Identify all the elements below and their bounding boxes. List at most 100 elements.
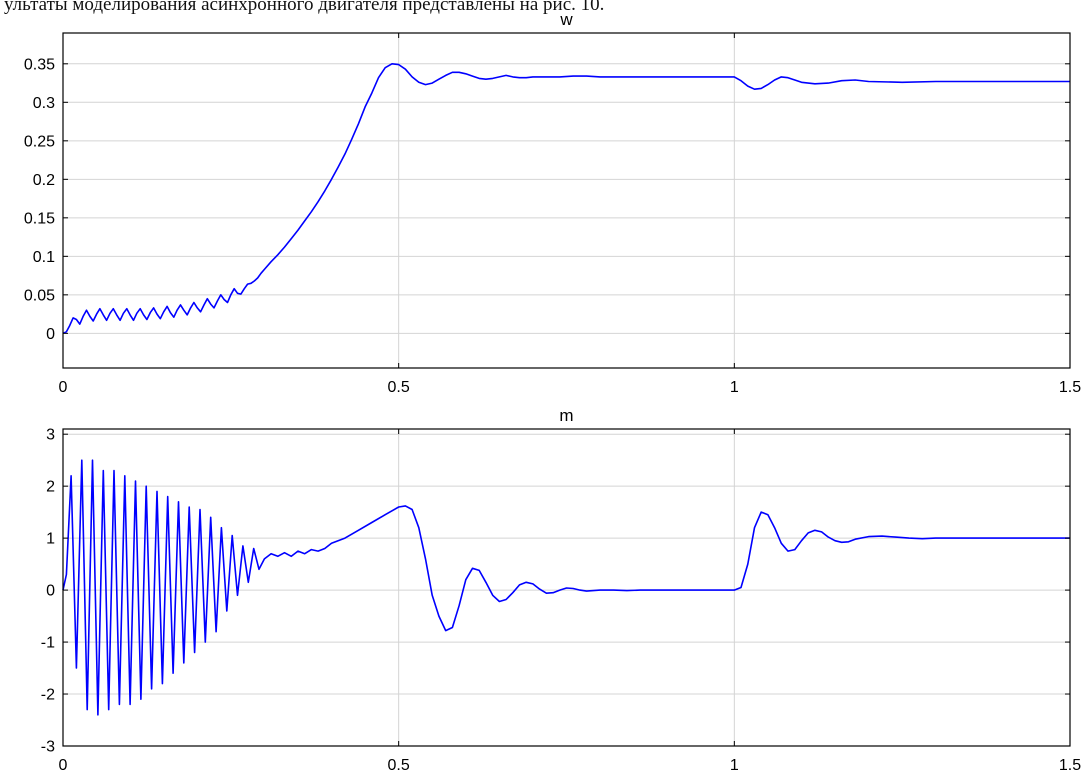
y-tick-label: 0.1	[33, 249, 55, 266]
plot-area	[63, 33, 1070, 368]
data-point	[237, 293, 238, 294]
data-point	[499, 76, 500, 77]
data-point	[103, 314, 104, 315]
data-point	[247, 283, 248, 284]
y-tick-label: 0	[46, 583, 55, 600]
data-point	[586, 76, 587, 77]
data-point	[224, 299, 225, 300]
data-point	[398, 64, 399, 65]
data-point	[667, 76, 668, 77]
data-point	[244, 288, 245, 289]
data-point	[868, 536, 869, 537]
series-line	[62, 459, 1070, 716]
data-point	[190, 307, 191, 308]
data-point	[700, 76, 701, 77]
data-point	[227, 302, 228, 303]
data-point	[465, 579, 466, 580]
data-point	[271, 553, 272, 554]
data-point	[130, 314, 131, 315]
data-point	[87, 709, 88, 710]
data-point	[599, 76, 600, 77]
data-point	[418, 527, 419, 528]
data-point	[761, 88, 762, 89]
x-tick-label: 1	[730, 757, 739, 774]
data-point	[66, 574, 67, 575]
data-point	[425, 84, 426, 85]
data-point	[398, 506, 399, 507]
data-point	[177, 310, 178, 311]
y-tick-label: 2	[46, 479, 55, 496]
data-point	[230, 294, 231, 295]
data-point	[458, 605, 459, 606]
data-point	[163, 311, 164, 312]
data-point	[232, 535, 233, 536]
data-point	[156, 313, 157, 314]
data-point	[492, 78, 493, 79]
chart-title: w	[559, 10, 573, 29]
data-point	[103, 470, 104, 471]
data-point	[385, 514, 386, 515]
data-point	[781, 543, 782, 544]
data-point	[203, 304, 204, 305]
data-point	[248, 582, 249, 583]
data-point	[92, 460, 93, 461]
x-tick-label: 0.5	[388, 757, 410, 774]
data-point	[69, 325, 70, 326]
data-point	[828, 536, 829, 537]
data-point	[133, 320, 134, 321]
y-tick-label: 0.2	[33, 172, 55, 189]
data-point	[519, 584, 520, 585]
data-point	[83, 316, 84, 317]
y-tick-label: -3	[41, 739, 55, 756]
data-point	[740, 80, 741, 81]
data-point	[297, 551, 298, 552]
data-point	[365, 106, 366, 107]
data-point	[304, 220, 305, 221]
data-point	[613, 589, 614, 590]
data-point	[338, 166, 339, 167]
data-point	[425, 558, 426, 559]
data-point	[143, 314, 144, 315]
data-point	[579, 589, 580, 590]
data-point	[217, 300, 218, 301]
data-point	[405, 69, 406, 70]
data-point	[76, 667, 77, 668]
y-tick-label: -1	[41, 635, 55, 652]
data-point	[99, 308, 100, 309]
data-point	[794, 549, 795, 550]
data-point	[1002, 538, 1003, 539]
data-point	[72, 317, 73, 318]
data-point	[193, 302, 194, 303]
data-point	[173, 317, 174, 318]
data-point	[277, 254, 278, 255]
data-point	[653, 589, 654, 590]
data-point	[452, 627, 453, 628]
data-point	[253, 548, 254, 549]
data-point	[526, 582, 527, 583]
data-point	[324, 190, 325, 191]
data-point	[378, 77, 379, 78]
data-point	[492, 595, 493, 596]
data-point	[291, 238, 292, 239]
data-point	[922, 538, 923, 539]
data-point	[1002, 81, 1003, 82]
data-point	[291, 556, 292, 557]
data-point	[633, 76, 634, 77]
data-point	[86, 310, 87, 311]
data-point	[458, 72, 459, 73]
data-point	[284, 246, 285, 247]
y-tick-label: -2	[41, 687, 55, 704]
data-point	[391, 63, 392, 64]
data-point	[821, 531, 822, 532]
data-point	[150, 312, 151, 313]
data-point	[667, 589, 668, 590]
data-point	[546, 76, 547, 77]
data-point	[385, 67, 386, 68]
data-point	[215, 631, 216, 632]
data-point	[787, 77, 788, 78]
data-point	[479, 78, 480, 79]
data-point	[116, 314, 117, 315]
data-point	[411, 76, 412, 77]
data-point	[761, 512, 762, 513]
data-point	[221, 527, 222, 528]
